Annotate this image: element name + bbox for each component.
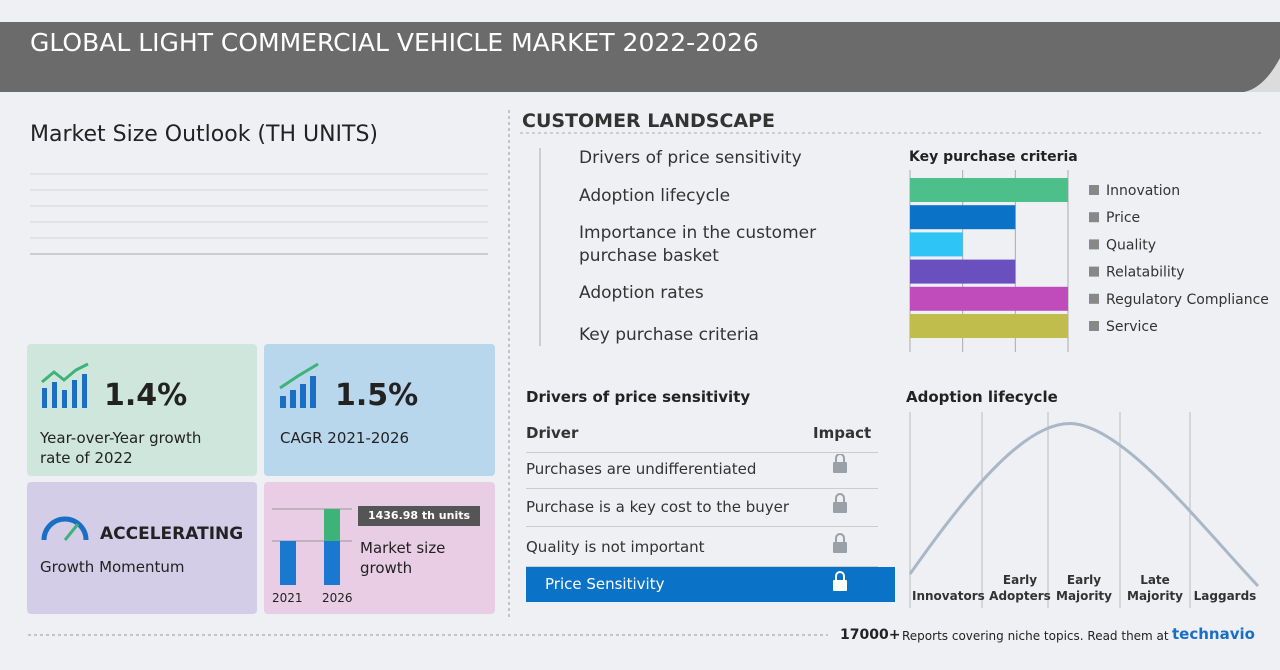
landscape-item: Drivers of price sensitivity <box>579 148 802 168</box>
footer-text: Reports covering niche topics. Read them… <box>902 629 1169 643</box>
legend-label: Service <box>1106 319 1158 335</box>
table-row: Purchases are undifferentiated <box>526 450 878 489</box>
market-size-title: Market Size Outlook (TH UNITS) <box>30 122 379 147</box>
cagr-label: CAGR 2021-2026 <box>280 429 410 447</box>
empty-chart <box>30 173 488 255</box>
gauge-icon <box>41 516 89 541</box>
bar <box>910 314 1068 338</box>
brand[interactable]: technavio <box>1172 625 1255 643</box>
yoy-label: Year-over-Year growth rate of 2022 <box>40 429 202 467</box>
legend-label: Innovation <box>1106 183 1180 199</box>
bar <box>910 232 963 257</box>
legend-swatch <box>1089 239 1099 250</box>
table-row: Quality is not important <box>526 528 878 567</box>
adoption-title: Adoption lifecycle <box>906 388 1058 406</box>
cagr-icon <box>279 362 319 408</box>
footer-count: 17000+ <box>840 627 901 643</box>
landscape-item: Key purchase criteria <box>579 325 759 345</box>
legend-swatch <box>1089 321 1099 331</box>
growth-bars-icon <box>272 508 352 585</box>
stage-label: Early Adopters <box>989 573 1051 603</box>
stage-label: Innovators <box>912 589 985 603</box>
landscape-rule <box>520 132 1262 134</box>
momentum-value: ACCELERATING <box>100 524 244 544</box>
header-bar <box>0 22 1280 92</box>
bar <box>910 205 1016 230</box>
adoption-curve <box>908 412 1260 608</box>
legend-swatch <box>1089 293 1099 304</box>
header-cell: Driver <box>526 424 579 442</box>
yoy-value: 1.4% <box>104 378 188 413</box>
legend-swatch <box>1089 185 1099 195</box>
momentum-label: Growth Momentum <box>40 558 185 576</box>
legend-label: Regulatory Compliance <box>1106 292 1269 308</box>
yoy-card <box>27 344 257 476</box>
legend-label: Relatability <box>1106 265 1185 281</box>
landscape-item: Adoption rates <box>579 283 704 303</box>
landscape-item: Importance in the customer purchase bask… <box>579 223 817 266</box>
legend-swatch <box>1089 266 1099 277</box>
table-row: Purchase is a key cost to the buyer <box>526 488 878 527</box>
lock-icons <box>833 454 847 591</box>
kpc-title: Key purchase criteria <box>909 149 1078 165</box>
growth-icon <box>41 362 89 408</box>
bar <box>910 178 1068 202</box>
page-title: GLOBAL LIGHT COMMERCIAL VEHICLE MARKET 2… <box>30 28 759 57</box>
footer-rule <box>28 634 828 636</box>
stage-label: Laggards <box>1193 589 1257 603</box>
page-curl <box>1244 58 1280 92</box>
cagr-card <box>264 344 495 476</box>
growth-badge: 1436.98 th units <box>358 506 480 526</box>
bar <box>910 286 1068 311</box>
list-line <box>539 148 541 346</box>
header-cell: Impact <box>813 424 872 442</box>
cagr-value: 1.5% <box>335 378 419 413</box>
landscape-item: Adoption lifecycle <box>579 186 731 206</box>
year-end: 2026 <box>322 591 353 605</box>
bar <box>910 259 1016 284</box>
momentum-card <box>27 482 257 614</box>
stage-label: Early Majority <box>1056 573 1112 603</box>
growth-card <box>264 482 495 614</box>
legend-label: Price <box>1106 210 1140 226</box>
landscape-title: CUSTOMER LANDSCAPE <box>522 110 776 132</box>
kpc-chart: Innovation Price Quality Relatability Regula… <box>909 170 1269 352</box>
stage-label: Late Majority <box>1127 573 1183 603</box>
table-header: Driver Impact <box>526 414 878 453</box>
drivers-title: Drivers of price sensitivity <box>526 388 751 406</box>
legend-label: Quality <box>1106 237 1156 253</box>
year-start: 2021 <box>272 591 303 605</box>
legend-swatch <box>1089 212 1099 223</box>
growth-label: Market size growth <box>360 539 446 577</box>
divider <box>508 110 510 620</box>
